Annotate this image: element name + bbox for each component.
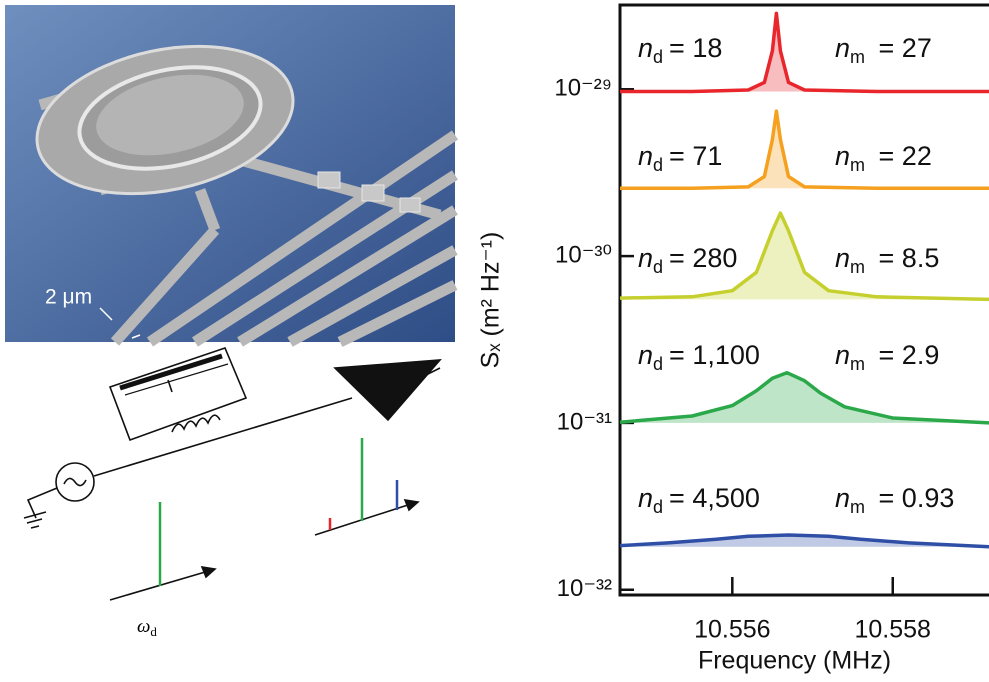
annotation-subscript: m: [850, 155, 865, 175]
x-tick-label: 10.556: [694, 616, 770, 644]
annotation-text: = 4,500: [669, 483, 760, 513]
circuit-schematic: [23, 347, 442, 601]
drive-symbol: ω: [137, 616, 150, 637]
annotation-text: = 71: [669, 141, 722, 171]
annotation-subscript: m: [850, 47, 865, 67]
annotation-subscript: d: [653, 257, 663, 277]
spectrum-line: [619, 533, 989, 549]
annotation-subscript: d: [653, 155, 663, 175]
annotation: nm = 2.9: [835, 340, 939, 374]
peak-fill: [620, 535, 989, 547]
annotation: nd = 71: [638, 141, 722, 175]
scale-label: 2 μm: [45, 286, 92, 309]
annotation-text: = 8.5: [871, 243, 939, 273]
drive-subscript: d: [150, 624, 157, 639]
annotation-subscript: d: [653, 497, 663, 517]
annotation-symbol: n: [638, 33, 653, 63]
annotation-subscript: m: [850, 257, 865, 277]
x-axis-label: Frequency (MHz): [698, 647, 891, 675]
annotation: nm = 27: [835, 33, 932, 67]
y-tick-label: 10⁻³⁰: [555, 241, 612, 268]
annotation: nd = 4,500: [638, 483, 760, 517]
annotation: nd = 18: [638, 33, 722, 67]
spectrum-line: [619, 211, 989, 302]
y-tick-label: 10⁻³¹: [557, 408, 612, 435]
annotation-symbol: n: [638, 483, 653, 513]
annotation-symbol: n: [835, 141, 850, 171]
spectrum-line: [619, 370, 989, 425]
annotation-text: = 22: [871, 141, 932, 171]
annotation: nm = 22: [835, 141, 932, 175]
annotation-text: = 1,100: [669, 340, 760, 370]
annotation-text: = 2.9: [871, 340, 939, 370]
annotation-subscript: m: [850, 354, 865, 374]
annotation: nm = 0.93: [835, 483, 954, 517]
annotation-subscript: d: [653, 354, 663, 374]
annotation-text: = 280: [669, 243, 737, 273]
annotation-symbol: n: [835, 483, 850, 513]
annotation-text: = 27: [871, 33, 932, 63]
spectrum-line: [620, 109, 989, 191]
annotation-symbol: n: [835, 340, 850, 370]
annotation: nd = 280: [638, 243, 737, 277]
annotation-text: = 0.93: [871, 483, 954, 513]
annotation: nd = 1,100: [638, 340, 760, 374]
y-tick-label: 10⁻³²: [557, 575, 612, 602]
spectrum-line: [620, 11, 989, 94]
y-tick-label: 10⁻²⁹: [554, 75, 612, 102]
spectra-chart: 10⁻³² 10⁻³¹ 10⁻³⁰ 10⁻²⁹ 10.556 10.558 Frequenc…: [477, 3, 989, 675]
peak-fill: [620, 372, 989, 423]
annotation-symbol: n: [835, 33, 850, 63]
peak-fill: [620, 213, 989, 300]
annotation: nm = 8.5: [835, 243, 939, 277]
plot-frame: [618, 3, 989, 597]
x-tick-label: 10.558: [855, 616, 931, 644]
annotation-symbol: n: [638, 243, 653, 273]
drive-label: ωd: [137, 616, 157, 639]
annotation-text: = 18: [669, 33, 722, 63]
sem-image: 2 μm: [5, 5, 459, 347]
annotation-symbol: n: [638, 141, 653, 171]
annotation-symbol: n: [638, 340, 653, 370]
annotation-symbol: n: [835, 243, 850, 273]
annotation-subscript: m: [850, 497, 865, 517]
y-axis-label: Sₓ (m² Hz⁻¹): [477, 232, 505, 369]
annotation-subscript: d: [653, 47, 663, 67]
